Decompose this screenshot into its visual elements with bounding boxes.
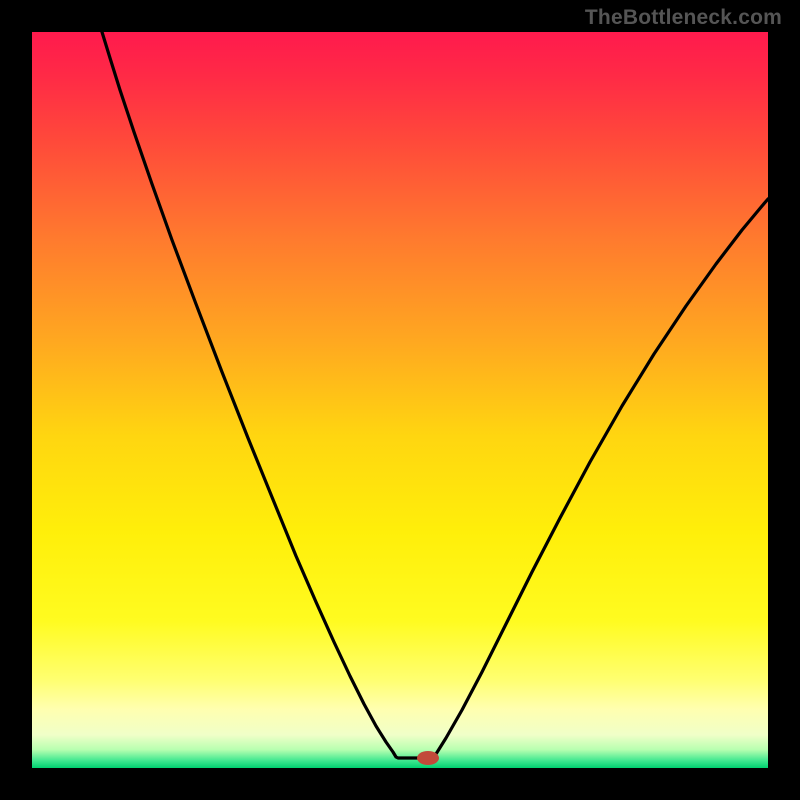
chart-container: TheBottleneck.com [0, 0, 800, 800]
plot-svg [0, 0, 800, 800]
minimum-marker [417, 751, 439, 765]
plot-background [32, 32, 768, 768]
watermark-text: TheBottleneck.com [585, 6, 782, 30]
